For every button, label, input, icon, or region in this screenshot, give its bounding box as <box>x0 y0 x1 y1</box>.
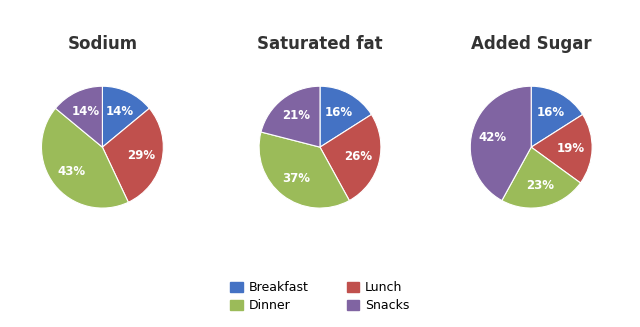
Wedge shape <box>102 108 163 202</box>
Text: 29%: 29% <box>127 149 155 162</box>
Text: 37%: 37% <box>282 172 310 185</box>
Text: 14%: 14% <box>105 105 133 118</box>
Wedge shape <box>56 86 102 147</box>
Wedge shape <box>531 86 582 147</box>
Wedge shape <box>261 86 320 147</box>
Text: 26%: 26% <box>344 150 372 164</box>
Title: Saturated fat: Saturated fat <box>257 35 383 53</box>
Text: 19%: 19% <box>557 142 585 155</box>
Wedge shape <box>320 114 381 200</box>
Wedge shape <box>502 147 580 208</box>
Wedge shape <box>320 86 371 147</box>
Text: 23%: 23% <box>526 179 554 192</box>
Wedge shape <box>470 86 531 200</box>
Text: 16%: 16% <box>536 106 564 119</box>
Text: 16%: 16% <box>325 106 353 119</box>
Wedge shape <box>42 108 129 208</box>
Text: 43%: 43% <box>57 165 85 178</box>
Text: 14%: 14% <box>72 105 100 118</box>
Title: Sodium: Sodium <box>67 35 138 53</box>
Wedge shape <box>531 114 592 183</box>
Text: 21%: 21% <box>282 109 310 122</box>
Wedge shape <box>259 132 349 208</box>
Wedge shape <box>102 86 149 147</box>
Legend: Breakfast, Dinner, Lunch, Snacks: Breakfast, Dinner, Lunch, Snacks <box>225 277 415 318</box>
Title: Added Sugar: Added Sugar <box>471 35 591 53</box>
Text: 42%: 42% <box>479 131 507 144</box>
